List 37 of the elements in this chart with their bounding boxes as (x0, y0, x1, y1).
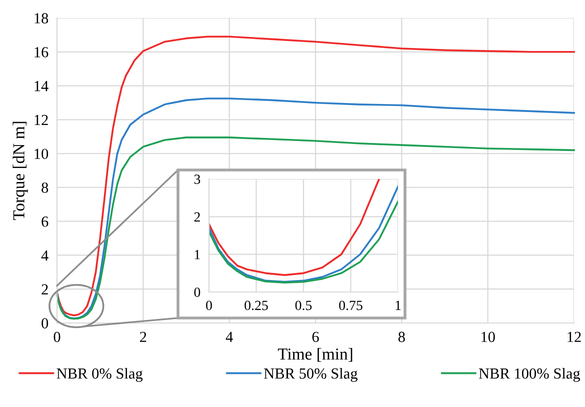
line-series (56, 36, 575, 316)
line-series (209, 179, 380, 276)
line-series (56, 98, 575, 320)
x-tick-label: 0 (206, 300, 212, 310)
x-tick-label: 12 (568, 332, 581, 342)
x-axis-title: Time [min] (278, 348, 352, 362)
legend-label: NBR 100% Slag (478, 368, 580, 382)
y-tick-label: 8 (42, 182, 48, 193)
y-tick-label: 1 (194, 250, 200, 260)
x-tick-label: 0.75 (339, 300, 362, 310)
y-tick-label: 12 (34, 114, 48, 125)
x-tick-label: 4 (226, 332, 233, 342)
y-tick-label: 0 (42, 318, 48, 328)
y-tick-label: 18 (34, 13, 48, 24)
line-series (209, 186, 398, 283)
y-tick-label: 0 (194, 288, 200, 297)
y-tick-label: 2 (42, 284, 48, 294)
y-tick-label: 14 (34, 80, 48, 92)
x-tick-label: 0.5 (295, 300, 312, 310)
x-tick-label: 1 (396, 300, 401, 310)
y-tick-label: 6 (42, 216, 48, 227)
line-series (209, 200, 398, 284)
x-tick-label: 10 (482, 332, 495, 342)
x-tick-label: 0 (54, 332, 60, 342)
x-tick-label: 2 (140, 332, 146, 342)
y-axis-title: Torque [dN m] (12, 122, 28, 220)
y-tick-label: 4 (41, 250, 48, 261)
x-tick-label: 6 (312, 332, 319, 342)
legend-label: NBR 0% Slag (56, 368, 143, 382)
y-tick-label: 16 (34, 47, 48, 58)
y-tick-label: 2 (194, 212, 200, 222)
y-tick-label: 3 (194, 174, 200, 184)
line-series (56, 136, 575, 320)
y-tick-label: 10 (34, 148, 48, 160)
legend-label: NBR 50% Slag (264, 368, 358, 382)
x-tick-label: 0.25 (244, 300, 268, 310)
x-tick-label: 8 (398, 332, 405, 342)
